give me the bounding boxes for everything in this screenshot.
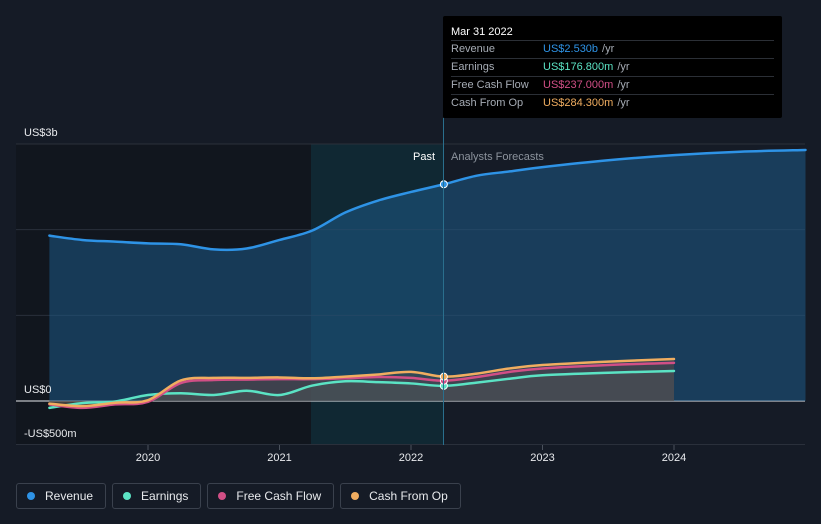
tooltip-row-unit: /yr — [617, 79, 630, 91]
revenue-line — [48, 148, 807, 252]
x-tick-label-3: 2023 — [530, 452, 554, 464]
x-tick-label-4: 2024 — [662, 452, 686, 464]
revenue-area — [49, 149, 806, 401]
tooltip-row: Revenue US$2.530b/yr — [451, 40, 774, 58]
y-label-top: US$3b — [24, 127, 58, 139]
tooltip-row: Earnings US$176.800m/yr — [451, 58, 774, 76]
y-label-bottom: -US$500m — [24, 428, 77, 440]
tooltip-date: Mar 31 2022 — [451, 26, 513, 38]
forecast-label: Analysts Forecasts — [451, 151, 544, 163]
tooltip-row-value: US$237.000m/yr — [543, 79, 630, 91]
legend-item-free-cash-flow[interactable]: Free Cash Flow — [207, 483, 335, 509]
free-cash-flow-line — [48, 361, 676, 410]
legend-dot-icon — [218, 492, 227, 500]
legend-label: Cash From Op — [369, 489, 448, 503]
legend-dot-icon — [351, 492, 360, 500]
tooltip-row: Cash From Op US$284.300m/yr — [451, 94, 774, 112]
earnings-line — [48, 369, 676, 410]
tooltip-row-value: US$284.300m/yr — [543, 97, 630, 109]
legend-label: Free Cash Flow — [236, 489, 322, 503]
legend: Revenue Earnings Free Cash Flow Cash From O… — [16, 483, 461, 511]
tooltip-row-label: Cash From Op — [451, 97, 524, 109]
earnings-area — [49, 371, 674, 408]
legend-label: Revenue — [45, 489, 94, 503]
tooltip: Mar 31 2022 Revenue US$2.530b/yr Earnings U… — [443, 16, 782, 118]
legend-dot-icon — [123, 492, 132, 500]
legend-item-earnings[interactable]: Earnings — [112, 483, 202, 509]
x-tick-label-2: 2022 — [399, 452, 423, 464]
past-label: Past — [413, 151, 435, 163]
y-label-zero: US$0 — [24, 384, 52, 396]
tooltip-row-label: Free Cash Flow — [451, 79, 529, 91]
tooltip-row-label: Earnings — [451, 61, 495, 73]
free-cash-flow-area — [49, 362, 674, 408]
tooltip-row: Free Cash Flow US$237.000m/yr — [451, 76, 774, 94]
legend-dot-icon — [27, 492, 35, 500]
x-tick-label-0: 2020 — [136, 452, 160, 464]
legend-label: Earnings — [141, 489, 189, 503]
tooltip-row-unit: /yr — [617, 97, 630, 109]
tooltip-row-unit: /yr — [617, 61, 630, 73]
cash-from-op-line — [48, 357, 676, 408]
tooltip-row-label: Revenue — [451, 43, 496, 55]
tooltip-row-unit: /yr — [602, 43, 615, 55]
legend-item-cash-from-op[interactable]: Cash From Op — [340, 483, 461, 509]
x-tick-label-1: 2021 — [267, 452, 291, 464]
legend-item-revenue[interactable]: Revenue — [16, 483, 107, 509]
tooltip-row-value: US$2.530b/yr — [543, 43, 615, 55]
tooltip-row-value: US$176.800m/yr — [543, 61, 630, 73]
